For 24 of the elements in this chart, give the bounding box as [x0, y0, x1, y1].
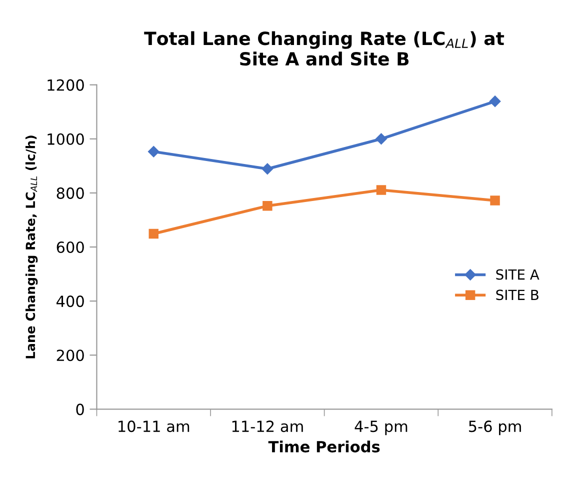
y-tick-label: 1200 [48, 79, 84, 91]
y-tick-label: 800 [56, 187, 84, 199]
point [262, 163, 274, 174]
y-tick-label: 1000 [48, 133, 84, 145]
point [489, 96, 501, 107]
point [148, 228, 158, 239]
legend-label: SITE B [496, 290, 538, 300]
y-axis-title: Lane Changing Rate, LC$_{ALL}$ (lc/h) [25, 136, 38, 358]
legend-label: SITE A [496, 269, 540, 280]
point [148, 146, 160, 158]
point [376, 185, 386, 195]
chart-title: Total Lane Changing Rate (LC$_{ALL}$) at Site A and Site B [144, 31, 504, 66]
x-tick-label: 10-11 am [118, 420, 190, 432]
y-tick-label: 0 [76, 404, 84, 416]
point [262, 201, 272, 211]
x-axis-title: Time Periods [268, 440, 380, 452]
x-tick-label: 11-12 am [232, 420, 303, 432]
y-tick-label: 600 [56, 241, 84, 254]
y-tick-label: 200 [56, 350, 84, 362]
point [376, 133, 387, 144]
x-tick-label: 4-5 pm [354, 420, 408, 436]
y-tick-label: 400 [56, 296, 84, 308]
x-tick-label: 5-6 pm [469, 420, 521, 436]
point [490, 196, 500, 206]
